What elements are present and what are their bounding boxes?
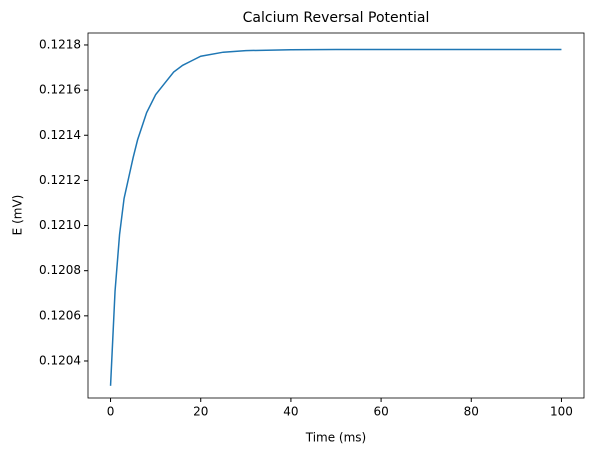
line-series [109, 48, 562, 386]
x-axis-label: Time (ms) [305, 431, 367, 445]
y-axis-label: E (mV) [11, 195, 25, 236]
y-tick-label: 0.1212 [39, 173, 81, 187]
x-tick-label: 60 [373, 405, 388, 419]
chart-title: Calcium Reversal Potential [243, 10, 430, 26]
y-tick-label: 0.1206 [39, 308, 81, 322]
x-tick-label: 80 [464, 405, 479, 419]
x-tick-label: 0 [107, 405, 115, 419]
y-tick-label: 0.1218 [39, 37, 81, 51]
y-tick-label: 0.1204 [39, 353, 81, 367]
y-tick-label: 0.1216 [39, 83, 81, 97]
y-tick-label: 0.1214 [39, 128, 81, 142]
plot-frame [87, 32, 585, 399]
x-tick-label: 100 [550, 405, 573, 419]
y-tick-label: 0.1208 [39, 263, 81, 277]
x-tick-label: 20 [193, 405, 208, 419]
y-tick-label: 0.1210 [39, 218, 81, 232]
x-tick-label: 40 [283, 405, 298, 419]
